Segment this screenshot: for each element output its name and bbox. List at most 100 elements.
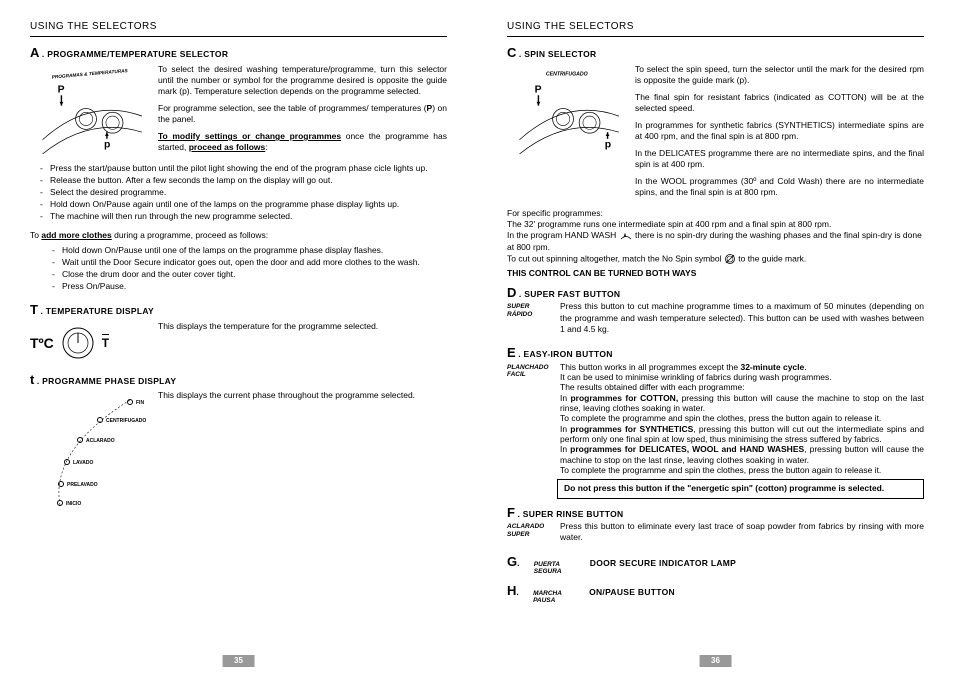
letter-d: D (507, 285, 516, 300)
a-p3: To modify settings or change programmes … (158, 131, 447, 153)
a-b4: Hold down On/Pause again until one of th… (50, 199, 447, 210)
title-h: ON/PAUSE BUTTON (589, 587, 675, 598)
e-p7: In programmes for DELICATES, WOOL and HA… (560, 444, 924, 465)
c-both: THIS CONTROL CAN BE TURNED BOTH WAYS (507, 268, 924, 279)
section-t: t . PROGRAMME PHASE DISPLAY FIN CENTRIFU… (30, 372, 447, 511)
a-c4: Press On/Pause. (62, 281, 447, 292)
a-b3: Select the desired programme. (50, 187, 447, 198)
svg-text:CENTRIFUGADO: CENTRIFUGADO (546, 71, 588, 77)
a-c2: Wait until the Door Secure indicator goe… (62, 257, 447, 268)
letter-h: H (507, 583, 516, 598)
t-label: T (102, 334, 109, 352)
T-p: This displays the temperature for the pr… (158, 321, 447, 332)
text-d: Press this button to cut machine program… (560, 301, 924, 340)
title-f: . SUPER RINSE BUTTON (517, 509, 623, 519)
e-p1: This button works in all programmes exce… (560, 362, 924, 372)
letter-g: G (507, 554, 517, 569)
rule-r (507, 36, 924, 37)
svg-text:LAVADO: LAVADO (73, 460, 93, 466)
a-bullets: Press the start/pause button until the p… (30, 163, 447, 222)
text-t: This displays the current phase througho… (158, 390, 447, 510)
letter-T: T (30, 302, 38, 317)
e-p4: In programmes for COTTON, pressing this … (560, 393, 924, 414)
c-sp2: In the program HAND WASH there is no spi… (507, 230, 924, 252)
c-p1: To select the spin speed, turn the selec… (635, 64, 924, 86)
text-a: To select the desired washing temperatur… (158, 64, 447, 159)
pagenum-left: 35 (222, 655, 255, 667)
svg-text:P: P (535, 84, 542, 95)
text-T: This displays the temperature for the pr… (158, 321, 447, 366)
svg-text:ACLARADO: ACLARADO (86, 438, 115, 444)
a-bullets2: Hold down On/Pause until one of the lamp… (30, 245, 447, 292)
a-c1: Hold down On/Pause until one of the lamp… (62, 245, 447, 256)
header-right: USING THE SELECTORS (507, 20, 924, 33)
c-p5: In the WOOL programmes (30º and Cold Was… (635, 176, 924, 198)
hand-wash-icon (619, 231, 633, 241)
svg-text:P: P (58, 84, 65, 95)
letter-t: t (30, 372, 34, 387)
text-e: This button works in all programmes exce… (560, 362, 924, 476)
label-h: MARCHA PAUSA (533, 588, 575, 604)
c-p2: The final spin for resistant fabrics (in… (635, 92, 924, 114)
a-b1: Press the start/pause button until the p… (50, 163, 447, 174)
pagenum-right: 36 (699, 655, 732, 667)
title-g: DOOR SECURE INDICATOR LAMP (590, 558, 736, 569)
a-b2: Release the button. After a few seconds … (50, 175, 447, 186)
title-e: . EASY-IRON BUTTON (518, 349, 613, 359)
svg-text:PRELAVADO: PRELAVADO (67, 482, 98, 488)
temp-diagram: TºC T (30, 321, 150, 366)
section-f: F . SUPER RINSE BUTTON ACLARADO SUPER Pr… (507, 505, 924, 550)
svg-text:INICIO: INICIO (66, 501, 81, 507)
e-p6: In programmes for SYNTHETICS, pressing t… (560, 424, 924, 445)
selector-diagram-a: PROGRAMAS & TEMPERATURAS P p (30, 64, 150, 154)
label-f: ACLARADO SUPER (507, 521, 552, 549)
c-p3: In programmes for synthetic fabrics (SYN… (635, 120, 924, 142)
selector-diagram-c: CENTRIFUGADO P p (507, 64, 627, 154)
letter-c: C (507, 45, 516, 60)
phase-diagram: FIN CENTRIFUGADO ACLARADO LAVADO PRELAVA… (30, 390, 150, 510)
e-p8: To complete the programme and spin the c… (560, 465, 924, 475)
title-a: . PROGRAMME/TEMPERATURE SELECTOR (42, 49, 228, 59)
label-d: SUPER RÁPIDO (507, 301, 552, 340)
page-left: USING THE SELECTORS A . PROGRAMME/TEMPER… (0, 0, 477, 675)
section-h: H. MARCHA PAUSA ON/PAUSE BUTTON (507, 583, 924, 604)
t-p: This displays the current phase througho… (158, 390, 447, 401)
svg-text:p: p (605, 139, 611, 150)
f-p: Press this button to eliminate every las… (560, 521, 924, 543)
a-p1: To select the desired washing temperatur… (158, 64, 447, 97)
page-right: USING THE SELECTORS C . SPIN SELECTOR CE… (477, 0, 954, 675)
a-c3: Close the drum door and the outer cover … (62, 269, 447, 280)
c-p4: In the DELICATES programme there are no … (635, 148, 924, 170)
d-p: Press this button to cut machine program… (560, 301, 924, 334)
section-a: A . PROGRAMME/TEMPERATURE SELECTOR PROGR… (30, 45, 447, 292)
title-T: . TEMPERATURE DISPLAY (40, 306, 154, 316)
no-spin-icon (724, 253, 736, 265)
section-T: T . TEMPERATURE DISPLAY TºC T This displ… (30, 302, 447, 366)
c-sp3: To cut out spinning altogether, match th… (507, 253, 924, 265)
rule (30, 36, 447, 37)
svg-text:FIN: FIN (136, 400, 144, 406)
c-sp1: The 32' programme runs one intermediate … (507, 219, 924, 230)
text-c: To select the spin speed, turn the selec… (635, 64, 924, 204)
e-notice: Do not press this button if the "energet… (557, 479, 924, 498)
section-d: D . SUPER FAST BUTTON SUPER RÁPIDO Press… (507, 285, 924, 341)
section-c: C . SPIN SELECTOR CENTRIFUGADO P p (507, 45, 924, 279)
title-d: . SUPER FAST BUTTON (519, 289, 620, 299)
letter-a: A (30, 45, 39, 60)
svg-text:p: p (104, 139, 110, 150)
section-g: G. PUERTA SEGURA DOOR SECURE INDICATOR L… (507, 554, 924, 575)
svg-text:PROGRAMAS & TEMPERATURAS: PROGRAMAS & TEMPERATURAS (52, 68, 129, 81)
a-add: To add more clothes during a programme, … (30, 230, 447, 241)
title-t: . PROGRAMME PHASE DISPLAY (37, 376, 176, 386)
header-left: USING THE SELECTORS (30, 20, 447, 33)
text-f: Press this button to eliminate every las… (560, 521, 924, 549)
label-e: PLANCHADO FACIL (507, 362, 552, 476)
letter-e: E (507, 345, 516, 360)
e-p5: To complete the programme and spin the c… (560, 413, 924, 423)
a-b5: The machine will then run through the ne… (50, 211, 447, 222)
section-e: E . EASY-IRON BUTTON PLANCHADO FACIL Thi… (507, 345, 924, 499)
a-p2: For programme selection, see the table o… (158, 103, 447, 125)
e-p2: It can be used to minimise wrinkling of … (560, 372, 924, 382)
title-c: . SPIN SELECTOR (519, 49, 597, 59)
letter-f: F (507, 505, 515, 520)
